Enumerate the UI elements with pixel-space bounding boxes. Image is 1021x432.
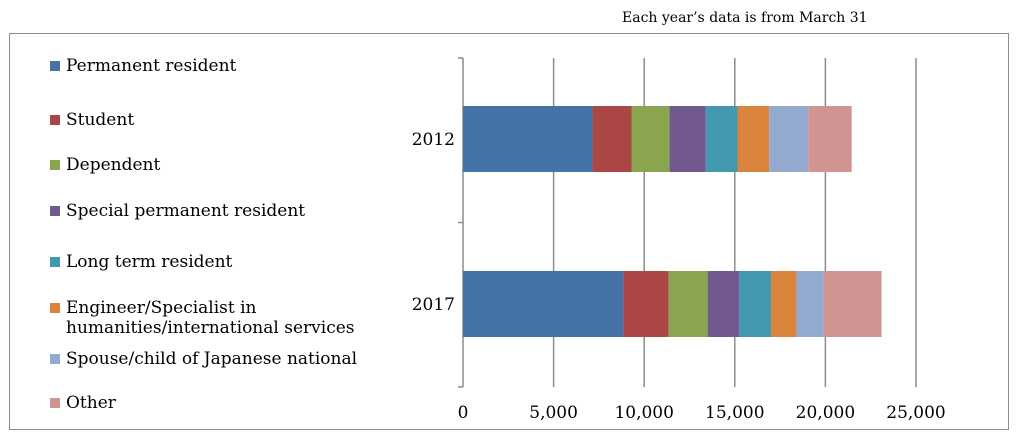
bar-segment (707, 271, 740, 337)
legend-label: Student (66, 110, 135, 130)
bar-segment (623, 271, 669, 337)
bar-segment (796, 271, 824, 337)
bar-segment (823, 271, 882, 337)
bar-segment (668, 271, 708, 337)
chart-area: Permanent resident Student Dependent Specia… (9, 33, 1009, 430)
category-label: 2012 (412, 130, 455, 150)
legend-swatch (50, 257, 60, 267)
legend-swatch (50, 115, 60, 125)
plot-area: 2012 2017 0 5,000 10,000 15,000 20,000 25,000 (412, 57, 946, 423)
x-tick-label: 5,000 (529, 403, 578, 423)
legend-swatch (50, 303, 60, 313)
x-tick-label: 15,000 (705, 403, 764, 423)
legend-label: Dependent (66, 155, 161, 175)
bar-segment (669, 106, 706, 172)
bar-segment (705, 106, 738, 172)
legend-swatch (50, 398, 60, 408)
legend-label: Spouse/child of Japanese national (66, 349, 358, 369)
chart-note: Each year’s data is from March 31 (622, 10, 868, 26)
bar-segment (592, 106, 632, 172)
legend-label: Long term resident (66, 252, 233, 272)
legend-swatch (50, 61, 60, 71)
legend-label: Other (66, 393, 116, 413)
x-tick-label: 20,000 (796, 403, 855, 423)
legend-label: Permanent resident (66, 56, 237, 76)
x-tick-label: 10,000 (614, 403, 673, 423)
bar-segment (769, 106, 809, 172)
bar-segment (463, 106, 593, 172)
x-tick-label: 0 (458, 403, 469, 423)
bar-segment (463, 271, 624, 337)
legend-label: Engineer/Specialist in humanities/intern… (66, 298, 355, 338)
legend-swatch (50, 206, 60, 216)
bar-segment (739, 271, 772, 337)
category-label: 2017 (412, 295, 455, 315)
legend-swatch (50, 160, 60, 170)
bar-segment (808, 106, 852, 172)
bar-segment (771, 271, 797, 337)
bar-segment (631, 106, 670, 172)
legend-label: Special permanent resident (66, 201, 306, 221)
legend-swatch (50, 354, 60, 364)
x-tick-label: 25,000 (886, 403, 945, 423)
bar-segment (737, 106, 770, 172)
